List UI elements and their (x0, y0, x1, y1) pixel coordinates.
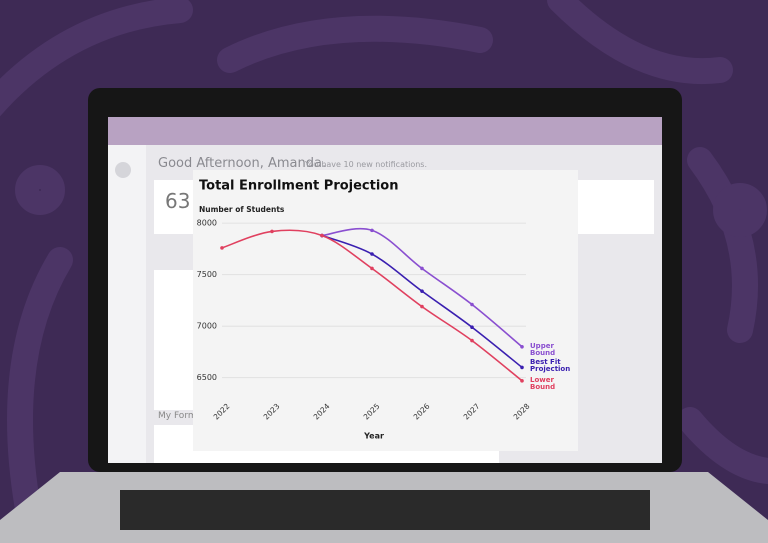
point (470, 302, 474, 307)
point (320, 233, 324, 238)
point (520, 365, 524, 370)
series-label: Best Fit Projection (530, 358, 571, 374)
series-label: Lower Bound (530, 375, 556, 391)
reminders-card (154, 270, 194, 410)
point (520, 378, 524, 383)
point (270, 229, 274, 234)
stat: 63 (165, 189, 190, 213)
point (420, 289, 424, 293)
point (370, 252, 374, 256)
sidebar (108, 145, 146, 463)
y-tick-label: 7000 (197, 322, 217, 331)
forms-heading: My Forms (158, 411, 202, 421)
point (220, 246, 224, 250)
y-tick-label: 6500 (197, 373, 217, 382)
avatar (115, 162, 131, 178)
point (520, 344, 524, 349)
point (370, 228, 374, 233)
y-tick-label: 8000 (197, 219, 217, 228)
point (420, 304, 424, 309)
greeting: Good Afternoon, Amanda. (158, 156, 326, 171)
keyboard (120, 490, 650, 530)
y-axis-label: Number of Students (199, 205, 285, 214)
chart-title: Total Enrollment Projection (199, 179, 399, 194)
y-tick-label: 7500 (197, 270, 217, 279)
top-bar (108, 117, 662, 145)
chart-card (193, 170, 578, 451)
point (370, 266, 374, 271)
x-axis-label: Year (363, 432, 384, 441)
series-label: Upper Bound (530, 341, 556, 357)
point (470, 338, 474, 343)
notifications: You have 10 new notifications. (304, 160, 427, 169)
point (420, 266, 424, 271)
point (470, 325, 474, 330)
